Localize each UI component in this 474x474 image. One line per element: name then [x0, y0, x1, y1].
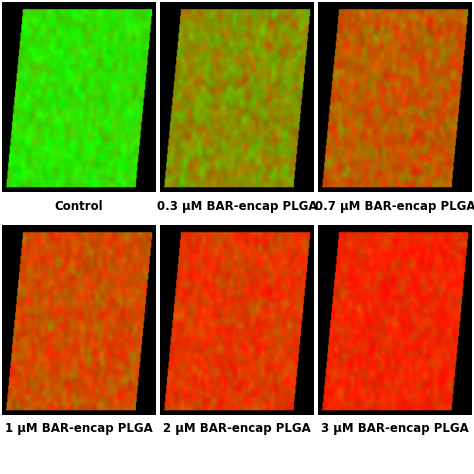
Text: 0.3 μM BAR-encap PLGA: 0.3 μM BAR-encap PLGA — [157, 200, 317, 213]
Text: 1 μM BAR-encap PLGA: 1 μM BAR-encap PLGA — [5, 422, 153, 436]
Text: Control: Control — [55, 200, 103, 213]
Text: 0.7 μM BAR-encap PLGA: 0.7 μM BAR-encap PLGA — [315, 200, 474, 213]
Text: 2 μM BAR-encap PLGA: 2 μM BAR-encap PLGA — [163, 422, 311, 436]
Text: 3 μM BAR-encap PLGA: 3 μM BAR-encap PLGA — [321, 422, 469, 436]
